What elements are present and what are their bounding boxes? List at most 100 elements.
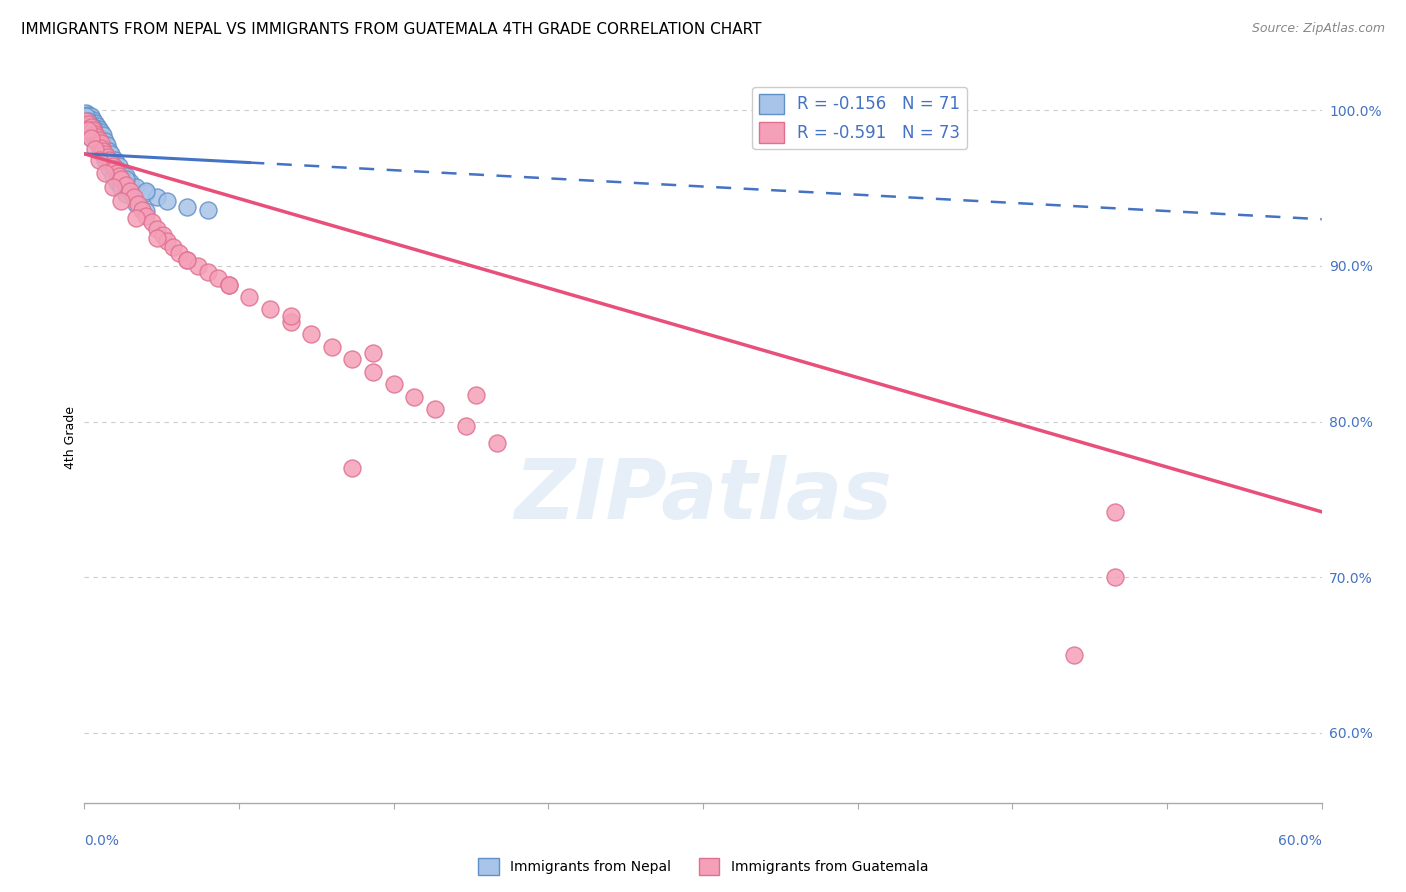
Point — [176, 252, 198, 267]
Point — [108, 169, 131, 183]
Point — [104, 153, 127, 167]
Point — [299, 327, 322, 342]
Point — [114, 171, 136, 186]
Point — [167, 246, 190, 260]
Point — [114, 178, 136, 192]
Point — [77, 108, 100, 122]
Point — [238, 290, 260, 304]
Point — [197, 202, 219, 217]
Point — [454, 419, 477, 434]
Point — [94, 135, 117, 149]
Point — [83, 122, 105, 136]
Legend: Immigrants from Nepal, Immigrants from Guatemala: Immigrants from Nepal, Immigrants from G… — [472, 853, 934, 880]
Point — [83, 116, 105, 130]
Point — [86, 129, 108, 144]
Point — [77, 123, 100, 137]
Point — [75, 114, 97, 128]
Point — [105, 165, 128, 179]
Point — [79, 127, 101, 141]
Point — [90, 136, 112, 150]
Point — [152, 227, 174, 242]
Point — [87, 133, 110, 147]
Point — [423, 402, 446, 417]
Point — [82, 120, 104, 135]
Point — [105, 175, 128, 189]
Point — [485, 436, 508, 450]
Point — [82, 128, 104, 143]
Point — [86, 125, 108, 139]
Point — [75, 111, 97, 125]
Point — [83, 131, 105, 145]
Point — [83, 128, 105, 143]
Point — [125, 196, 148, 211]
Point — [94, 146, 117, 161]
Point — [77, 122, 100, 136]
Point — [110, 171, 132, 186]
Point — [218, 277, 240, 292]
Point — [87, 153, 110, 167]
Point — [91, 144, 114, 158]
Point — [90, 140, 112, 154]
Point — [1063, 648, 1085, 662]
Point — [135, 186, 157, 200]
Point — [86, 135, 108, 149]
Point — [114, 169, 136, 183]
Point — [83, 127, 105, 141]
Point — [82, 125, 104, 139]
Point — [79, 125, 101, 139]
Point — [87, 139, 110, 153]
Point — [98, 144, 121, 158]
Point — [156, 194, 179, 208]
Point — [404, 390, 426, 404]
Point — [162, 240, 184, 254]
Point — [96, 137, 118, 152]
Point — [145, 231, 167, 245]
Point — [1104, 505, 1126, 519]
Point — [197, 265, 219, 279]
Point — [79, 116, 101, 130]
Point — [108, 159, 131, 173]
Point — [103, 169, 125, 183]
Point — [94, 153, 117, 167]
Point — [382, 377, 405, 392]
Point — [77, 122, 100, 136]
Point — [90, 125, 112, 139]
Point — [104, 162, 127, 177]
Point — [118, 184, 141, 198]
Point — [1104, 570, 1126, 584]
Point — [176, 252, 198, 267]
Point — [86, 133, 108, 147]
Text: ZIPatlas: ZIPatlas — [515, 455, 891, 536]
Point — [94, 148, 117, 162]
Point — [83, 142, 105, 156]
Point — [176, 200, 198, 214]
Point — [280, 315, 302, 329]
Point — [79, 131, 101, 145]
Point — [91, 148, 114, 162]
Point — [79, 125, 101, 139]
Point — [104, 161, 127, 175]
Y-axis label: 4th Grade: 4th Grade — [65, 406, 77, 468]
Point — [82, 123, 104, 137]
Point — [77, 123, 100, 137]
Point — [77, 119, 100, 133]
Point — [135, 209, 157, 223]
Point — [118, 175, 141, 189]
Point — [83, 129, 105, 144]
Point — [75, 114, 97, 128]
Point — [122, 190, 145, 204]
Text: IMMIGRANTS FROM NEPAL VS IMMIGRANTS FROM GUATEMALA 4TH GRADE CORRELATION CHART: IMMIGRANTS FROM NEPAL VS IMMIGRANTS FROM… — [21, 22, 762, 37]
Point — [86, 135, 108, 149]
Point — [141, 215, 163, 229]
Legend: R = -0.156   N = 71, R = -0.591   N = 73: R = -0.156 N = 71, R = -0.591 N = 73 — [752, 87, 967, 149]
Point — [321, 340, 343, 354]
Point — [135, 184, 157, 198]
Point — [79, 122, 101, 136]
Point — [110, 165, 132, 179]
Point — [110, 194, 132, 208]
Point — [90, 144, 112, 158]
Point — [103, 159, 125, 173]
Point — [75, 106, 97, 120]
Point — [77, 112, 100, 127]
Point — [127, 196, 149, 211]
